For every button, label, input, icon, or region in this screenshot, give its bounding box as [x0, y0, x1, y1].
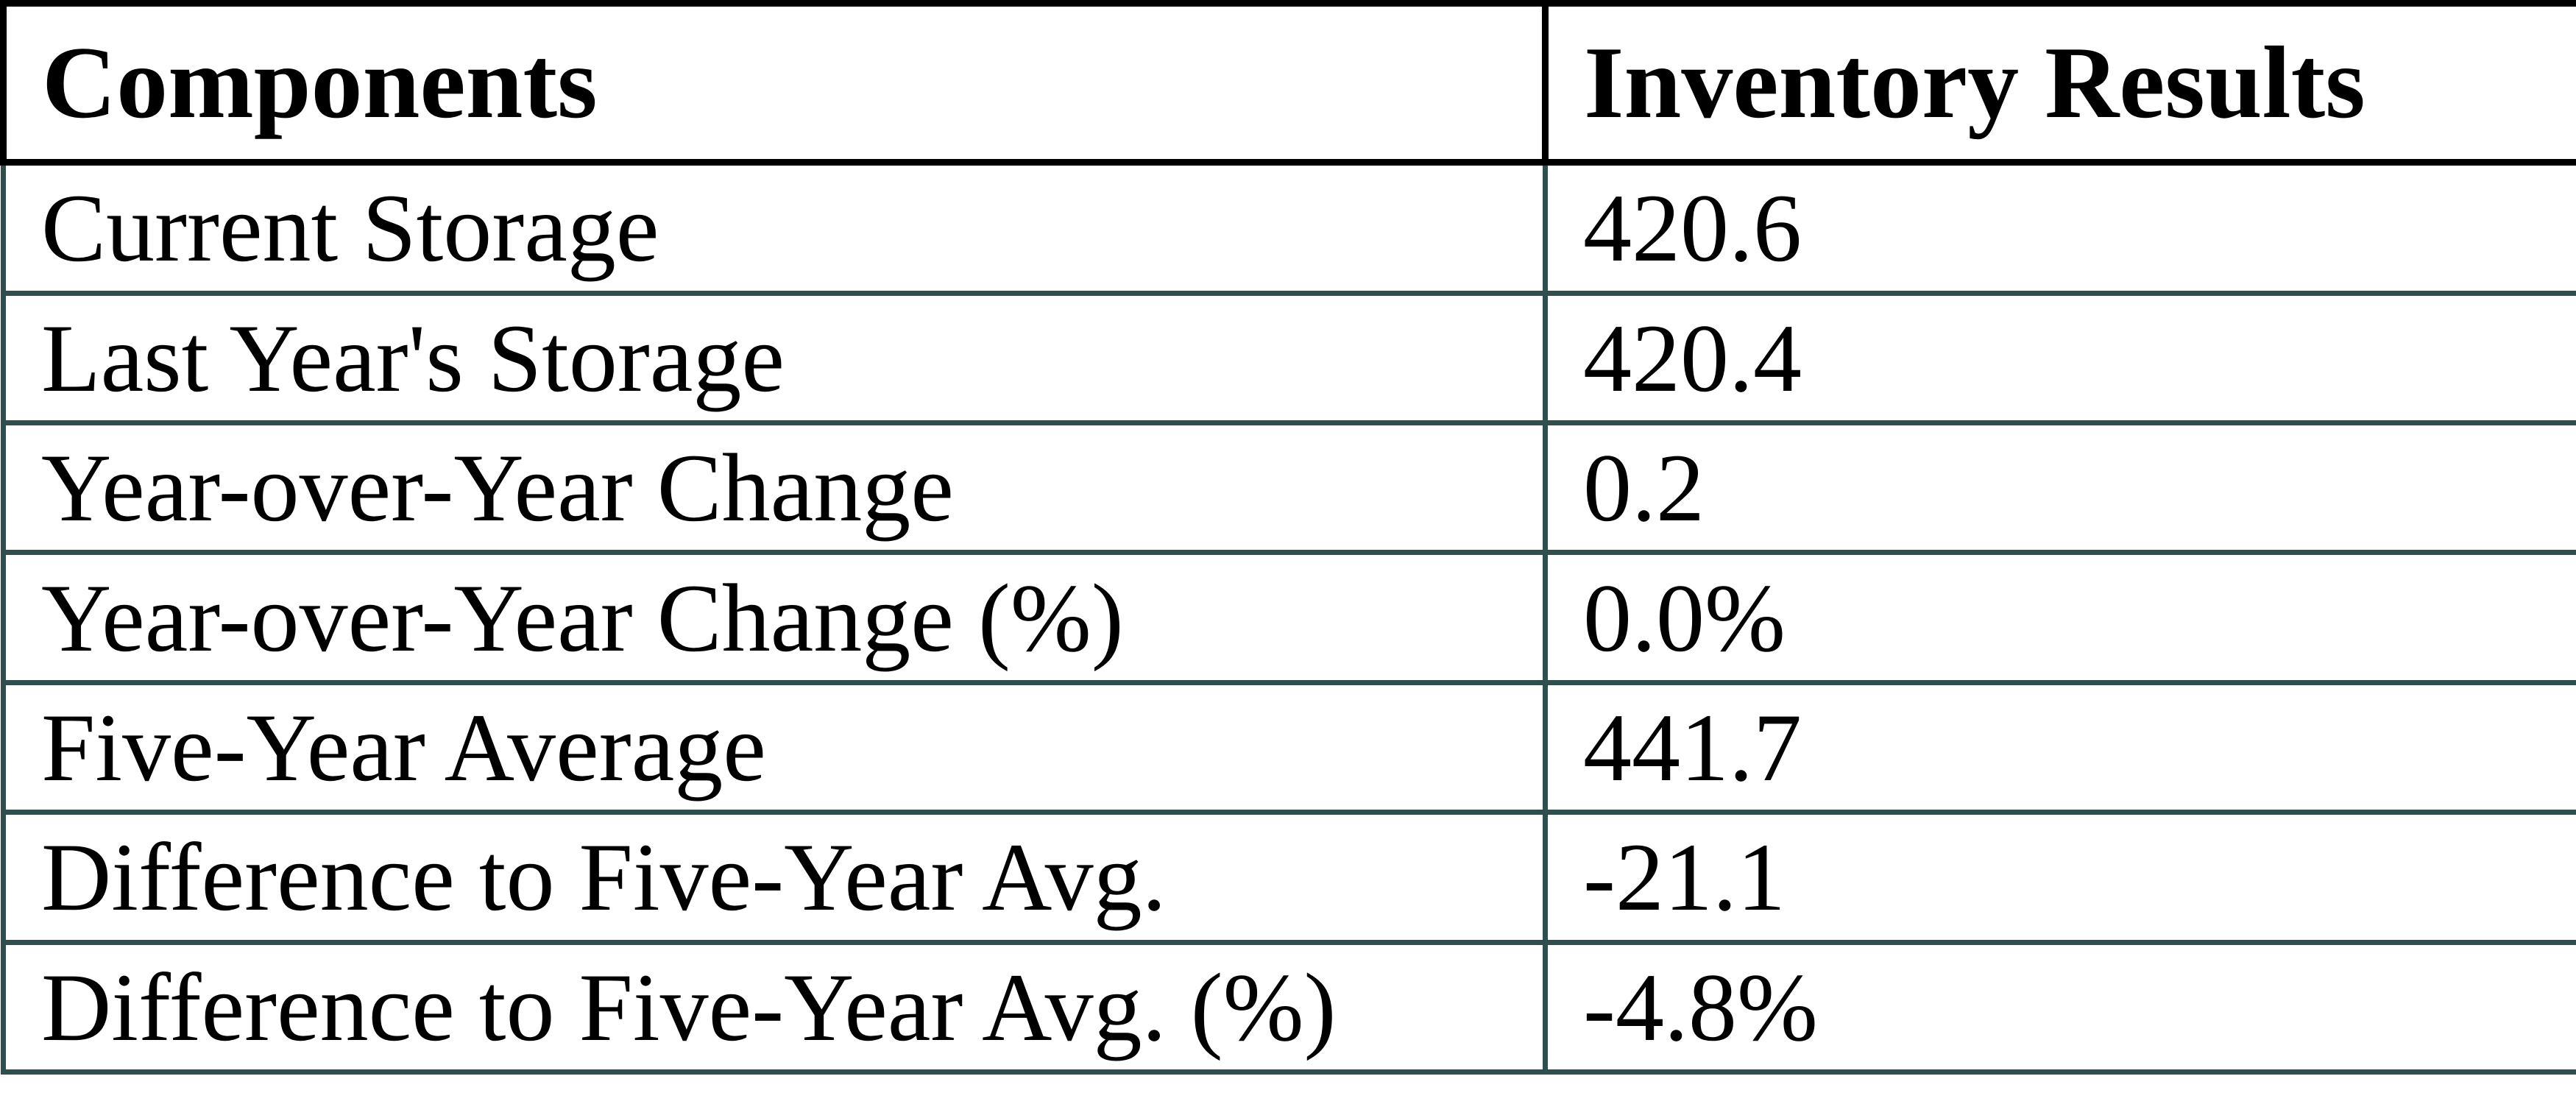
- component-label-cell: Year-over-Year Change (%): [1, 550, 1548, 685]
- inventory-results-table: Components Inventory Results Current Sto…: [0, 0, 2576, 1075]
- column-header-inventory-results: Inventory Results: [1542, 0, 2576, 166]
- table-row: Difference to Five-Year Avg. -21.1: [1, 810, 2576, 945]
- component-label-cell: Difference to Five-Year Avg. (%): [1, 939, 1548, 1075]
- table-body: Current Storage 420.6 Last Year's Storage 4…: [1, 160, 2576, 1075]
- column-header-components: Components: [0, 0, 1549, 166]
- component-label-cell: Difference to Five-Year Avg.: [1, 810, 1548, 945]
- inventory-value-cell: 0.0%: [1543, 550, 2576, 685]
- inventory-value-cell: 420.4: [1543, 290, 2576, 425]
- inventory-value-cell: 420.6: [1543, 160, 2576, 296]
- table-row: Difference to Five-Year Avg. (%) -4.8%: [1, 939, 2576, 1075]
- component-label-cell: Five-Year Average: [1, 679, 1548, 815]
- header-row: Components Inventory Results: [0, 0, 2576, 166]
- component-label-cell: Year-over-Year Change: [1, 420, 1548, 556]
- component-label-cell: Last Year's Storage: [1, 290, 1548, 425]
- inventory-value-cell: 0.2: [1543, 420, 2576, 556]
- table-row: Current Storage 420.6: [1, 160, 2576, 296]
- inventory-value-cell: 441.7: [1543, 679, 2576, 815]
- table-row: Five-Year Average 441.7: [1, 679, 2576, 815]
- component-label-cell: Current Storage: [1, 160, 1548, 296]
- table-row: Last Year's Storage 420.4: [1, 290, 2576, 425]
- table-row: Year-over-Year Change (%) 0.0%: [1, 550, 2576, 685]
- inventory-value-cell: -4.8%: [1543, 939, 2576, 1075]
- table-row: Year-over-Year Change 0.2: [1, 420, 2576, 556]
- inventory-value-cell: -21.1: [1543, 810, 2576, 945]
